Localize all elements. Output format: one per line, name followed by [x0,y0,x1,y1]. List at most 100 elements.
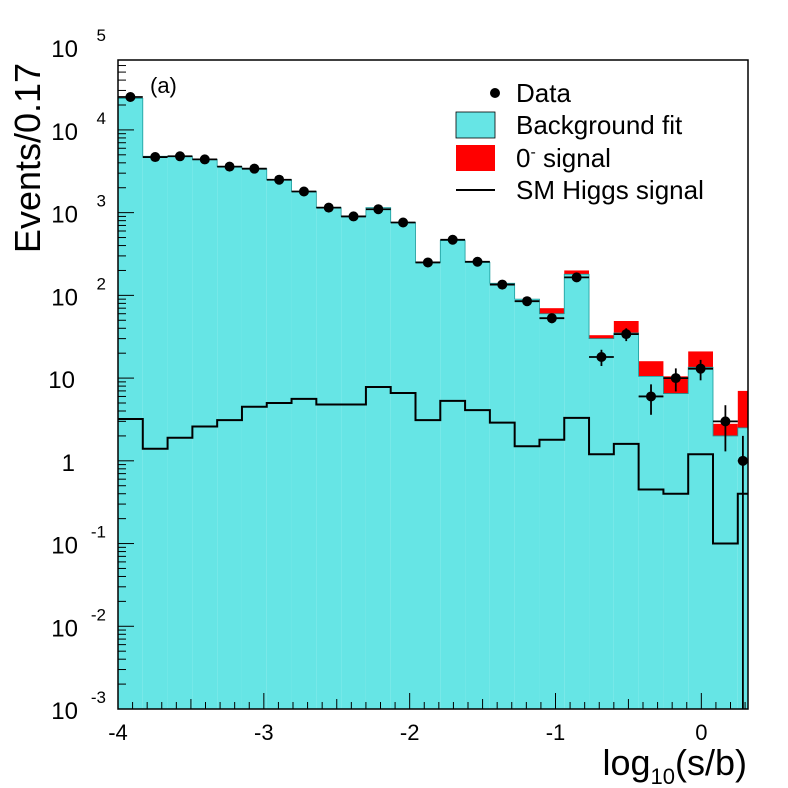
background-bar [613,333,639,709]
background-bar [167,156,193,709]
legend-data-label: Data [516,78,571,108]
background-bar [341,216,366,709]
legend-background-swatch [455,111,496,139]
background-bar [465,262,490,709]
x-tick-label: -2 [400,720,420,745]
sm-higgs-line [118,386,748,545]
signal-bar [688,351,713,368]
legend-background-label: Background fit [516,110,683,140]
background-bar [638,376,664,709]
axis-ticks [117,59,746,710]
y-tick-label: 10 [51,284,78,311]
data-point [249,163,260,174]
legend-signal-label-rest: signal [536,143,611,173]
y-tick-label: 10 [51,533,78,560]
y-tick-labels: 10 -3 10 -2 10 -1 1 10 10 2 10 3 10 4 10 5 [48,26,106,725]
y-tick-exponent: -2 [91,605,106,624]
background-bar [390,222,416,709]
signal-bar [564,270,590,275]
x-tick-label: -3 [254,720,274,745]
y-tick-exponent: 3 [97,192,106,211]
data-point [348,211,359,222]
signal-bar [589,335,614,339]
background-bar [142,156,168,709]
background-bar [589,338,614,709]
x-tick-label: 0 [695,720,707,745]
background-bar [365,207,391,709]
legend-signal-label-main: 0 [516,143,530,173]
y-tick-label: 10 [51,202,78,229]
y-tick-exponent: 4 [97,109,106,128]
plot-frame [117,59,749,710]
sm-higgs-layer [118,386,748,545]
background-bar [688,367,713,709]
y-tick-exponent: 2 [97,274,106,293]
data-point [720,416,731,427]
data-point [737,455,748,466]
y-tick-label: 10 [51,698,78,725]
data-point [522,296,533,307]
y-tick-label: 1 [62,450,75,477]
y-tick-exponent: -1 [91,523,106,542]
data-point [398,217,409,228]
legend-signal-swatch [456,145,495,171]
background-bar [713,435,738,709]
data-point [298,186,309,197]
data-point [274,174,285,185]
legend-data-marker [490,88,500,98]
background-bar [118,98,143,709]
panel-label: (a) [150,73,177,98]
background-bar [539,313,565,709]
background-bar [217,166,242,709]
background-bar [440,240,466,709]
background-bar [241,168,267,709]
data-point [695,363,706,374]
background-bar [514,299,540,709]
legend-signal-label-sup: - [530,144,535,161]
x-axis-label-rest: (s/b) [675,742,747,783]
y-tick-exponent: -3 [91,688,106,707]
data-point [150,152,161,163]
data-point [125,91,136,102]
background-bar [316,207,342,709]
y-tick-label: 10 [51,615,78,642]
x-axis-label-base: log [602,742,650,783]
background-bar [564,274,590,709]
data-point [447,234,458,245]
y-tick-label: 10 [51,119,78,146]
data-point [670,373,681,384]
y-tick-label: 10 [48,367,75,394]
signal-bar [638,361,664,377]
data-point [646,391,657,402]
data-point [571,272,582,283]
legend: Data Background fit 0- signal SM Higgs s… [455,78,704,205]
background-bar [291,191,317,709]
background-bar [266,179,292,709]
legend-signal-label: 0- signal [516,143,611,173]
x-tick-labels: -4 -3 -2 -1 0 [108,720,707,745]
x-axis-label-subscript: 10 [651,764,675,788]
background-bar [663,393,689,709]
data-point [224,161,235,172]
x-tick-label: -1 [546,720,566,745]
background-bar [489,283,515,709]
y-tick-label: 10 [51,36,78,63]
background-bar [192,159,218,709]
data-point [174,151,185,162]
legend-sm-label: SM Higgs signal [516,175,704,205]
data-point [323,202,334,213]
data-point [373,204,384,215]
histogram-layer [118,98,748,709]
signal-bar [737,390,748,428]
data-point [546,313,557,324]
data-point [497,279,508,290]
x-axis-label: log10(s/b) [602,742,747,788]
data-point [596,351,607,362]
signal-bar [539,308,565,314]
data-points-layer [118,91,748,709]
y-tick-exponent: 5 [97,26,106,45]
data-point [621,329,632,340]
data-point [199,154,210,165]
data-point [422,257,433,268]
